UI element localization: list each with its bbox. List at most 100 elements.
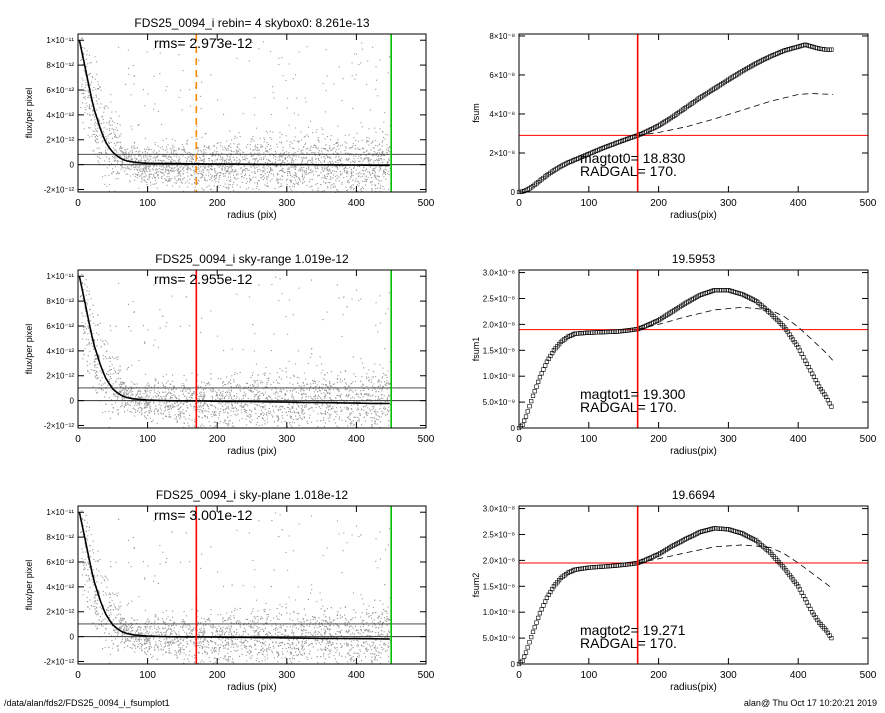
scatter-point (314, 391, 315, 392)
scatter-point (194, 419, 195, 420)
scatter-point (203, 155, 204, 156)
scatter-point (366, 140, 367, 141)
scatter-point (131, 365, 132, 366)
scatter-point (369, 171, 370, 172)
scatter-point (282, 370, 283, 371)
scatter-point (382, 368, 383, 369)
scatter-point (247, 405, 248, 406)
scatter-point (337, 160, 338, 161)
scatter-point (234, 414, 235, 415)
scatter-point (374, 364, 375, 365)
scatter-point (261, 174, 262, 175)
scatter-point (378, 419, 379, 420)
scatter-point (115, 129, 116, 130)
scatter-point (286, 371, 287, 372)
scatter-point (101, 346, 102, 347)
scatter-point (273, 92, 274, 93)
scatter-point (215, 178, 216, 179)
scatter-point (84, 48, 85, 49)
scatter-point (292, 186, 293, 187)
scatter-point (377, 381, 378, 382)
scatter-point (377, 152, 378, 153)
scatter-point (325, 178, 326, 179)
scatter-point (215, 411, 216, 412)
scatter-point (100, 87, 101, 88)
scatter-point (149, 160, 150, 161)
scatter-point (355, 160, 356, 161)
scatter-point (319, 150, 320, 151)
scatter-point (373, 170, 374, 171)
scatter-point (375, 89, 376, 90)
scatter-point (321, 163, 322, 164)
scatter-point (374, 160, 375, 161)
scatter-point (386, 380, 387, 381)
scatter-point (370, 417, 371, 418)
scatter-point (303, 178, 304, 179)
scatter-point (248, 416, 249, 417)
scatter-point (344, 379, 345, 380)
scatter-point (388, 72, 389, 73)
scatter-point (351, 187, 352, 188)
scatter-point (350, 398, 351, 399)
scatter-point (86, 339, 87, 340)
scatter-point (244, 166, 245, 167)
scatter-point (167, 169, 168, 170)
scatter-point (335, 186, 336, 187)
scatter-point (176, 389, 177, 390)
scatter-point (187, 167, 188, 168)
scatter-point (360, 161, 361, 162)
scatter-point (230, 143, 231, 144)
scatter-point (101, 372, 102, 373)
scatter-point (93, 316, 94, 317)
scatter-point (177, 169, 178, 170)
scatter-point (176, 419, 177, 420)
y-tick-label: 4×10⁻¹² (46, 111, 74, 120)
scatter-point (231, 397, 232, 398)
scatter-point (275, 156, 276, 157)
scatter-point (245, 168, 246, 169)
scatter-point (381, 416, 382, 417)
scatter-point (327, 372, 328, 373)
scatter-point (215, 175, 216, 176)
scatter-point (313, 170, 314, 171)
scatter-point (340, 152, 341, 153)
scatter-point (124, 171, 125, 172)
scatter-point (331, 184, 332, 185)
scatter-point (121, 390, 122, 391)
scatter-point (233, 175, 234, 176)
scatter-point (354, 162, 355, 163)
scatter-point (178, 416, 179, 417)
scatter-point (92, 76, 93, 77)
scatter-point (329, 393, 330, 394)
scatter-point (378, 163, 379, 164)
scatter-point (311, 407, 312, 408)
scatter-point (85, 85, 86, 86)
scatter-point (117, 410, 118, 411)
scatter-point (283, 155, 284, 156)
scatter-point (338, 162, 339, 163)
scatter-point (105, 136, 106, 137)
scatter-point (367, 61, 368, 62)
scatter-point (257, 380, 258, 381)
scatter-point (298, 141, 299, 142)
scatter-point (88, 91, 89, 92)
scatter-point (380, 149, 381, 150)
scatter-point (172, 381, 173, 382)
scatter-point (279, 160, 280, 161)
scatter-point (387, 382, 388, 383)
scatter-point (106, 341, 107, 342)
scatter-point (257, 384, 258, 385)
scatter-point (110, 94, 111, 95)
scatter-point (114, 158, 115, 159)
scatter-point (145, 156, 146, 157)
scatter-point (112, 168, 113, 169)
scatter-point (383, 408, 384, 409)
scatter-point (326, 149, 327, 150)
scatter-point (253, 372, 254, 373)
scatter-point (148, 175, 149, 176)
scatter-point (110, 325, 111, 326)
scatter-point (141, 168, 142, 169)
scatter-point (201, 171, 202, 172)
scatter-point (332, 406, 333, 407)
scatter-point (370, 410, 371, 411)
